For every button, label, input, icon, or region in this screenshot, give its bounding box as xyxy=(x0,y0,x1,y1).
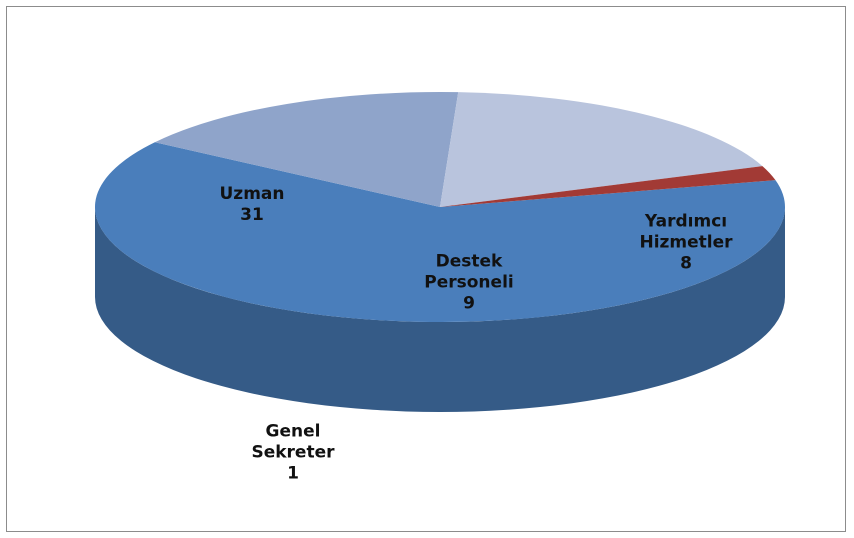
label-value: 1 xyxy=(287,463,299,484)
slice xyxy=(95,142,785,322)
data-label: Genel Sekreter 1 xyxy=(243,422,343,485)
label-name: Genel Sekreter xyxy=(251,421,335,463)
slice xyxy=(440,166,776,207)
label-value: 31 xyxy=(240,205,264,225)
data-label: Uzman 31 xyxy=(192,184,312,226)
label-name: Yardımcı Hizmetler xyxy=(639,211,733,253)
slice-side xyxy=(95,207,785,412)
data-label: Yardımcı Hizmetler 8 xyxy=(621,212,751,275)
data-label: Destek Personeli 9 xyxy=(409,252,529,315)
label-name: Uzman xyxy=(219,184,285,204)
label-value: 8 xyxy=(680,253,692,274)
label-name: Destek Personeli xyxy=(424,251,514,293)
label-value: 9 xyxy=(463,293,475,314)
slice xyxy=(154,91,459,207)
chart-frame xyxy=(6,6,846,532)
slice xyxy=(440,92,763,207)
